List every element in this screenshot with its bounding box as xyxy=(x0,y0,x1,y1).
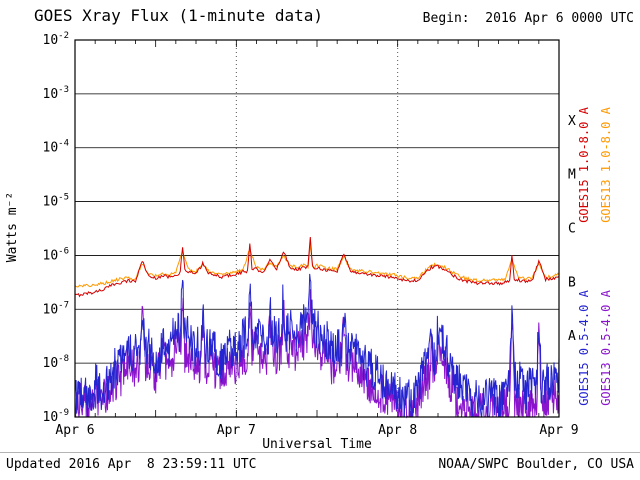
svg-text:X: X xyxy=(568,114,576,129)
svg-text:10-2: 10-2 xyxy=(43,31,70,48)
legend-goes15-long: GOES15 1.0-8.0 A xyxy=(577,107,591,223)
svg-text:10-7: 10-7 xyxy=(43,300,70,317)
legend-goes13-short: GOES13 0.5-4.0 A xyxy=(599,290,613,406)
svg-text:Universal Time: Universal Time xyxy=(262,437,372,452)
svg-text:M: M xyxy=(568,168,576,183)
updated-timestamp: Updated 2016 Apr 8 23:59:11 UTC xyxy=(6,457,257,472)
legend-goes13-long: GOES13 1.0-8.0 A xyxy=(599,107,613,223)
legend-goes15-short: GOES15 0.5-4.0 A xyxy=(577,290,591,406)
svg-text:10-5: 10-5 xyxy=(43,193,70,210)
series-goes15-short xyxy=(74,273,560,418)
series-goes13-long xyxy=(74,243,560,288)
svg-text:A: A xyxy=(568,329,576,344)
footer-divider xyxy=(0,452,640,453)
svg-text:C: C xyxy=(568,222,576,237)
svg-text:10-6: 10-6 xyxy=(43,246,70,263)
svg-text:10-8: 10-8 xyxy=(43,354,70,371)
source-attribution: NOAA/SWPC Boulder, CO USA xyxy=(438,457,634,472)
svg-text:Apr 8: Apr 8 xyxy=(378,423,417,438)
svg-text:10-3: 10-3 xyxy=(43,85,70,102)
svg-text:B: B xyxy=(568,275,576,290)
page-title: GOES Xray Flux (1-minute data) xyxy=(34,6,323,25)
svg-text:Apr 7: Apr 7 xyxy=(217,423,256,438)
svg-text:Apr 9: Apr 9 xyxy=(539,423,578,438)
svg-text:Apr 6: Apr 6 xyxy=(55,423,94,438)
svg-text:10-4: 10-4 xyxy=(43,139,70,156)
y-axis-label: Watts m⁻² xyxy=(5,191,20,263)
begin-label: Begin: 2016 Apr 6 0000 UTC xyxy=(422,11,634,26)
series-goes15-long xyxy=(74,236,560,298)
